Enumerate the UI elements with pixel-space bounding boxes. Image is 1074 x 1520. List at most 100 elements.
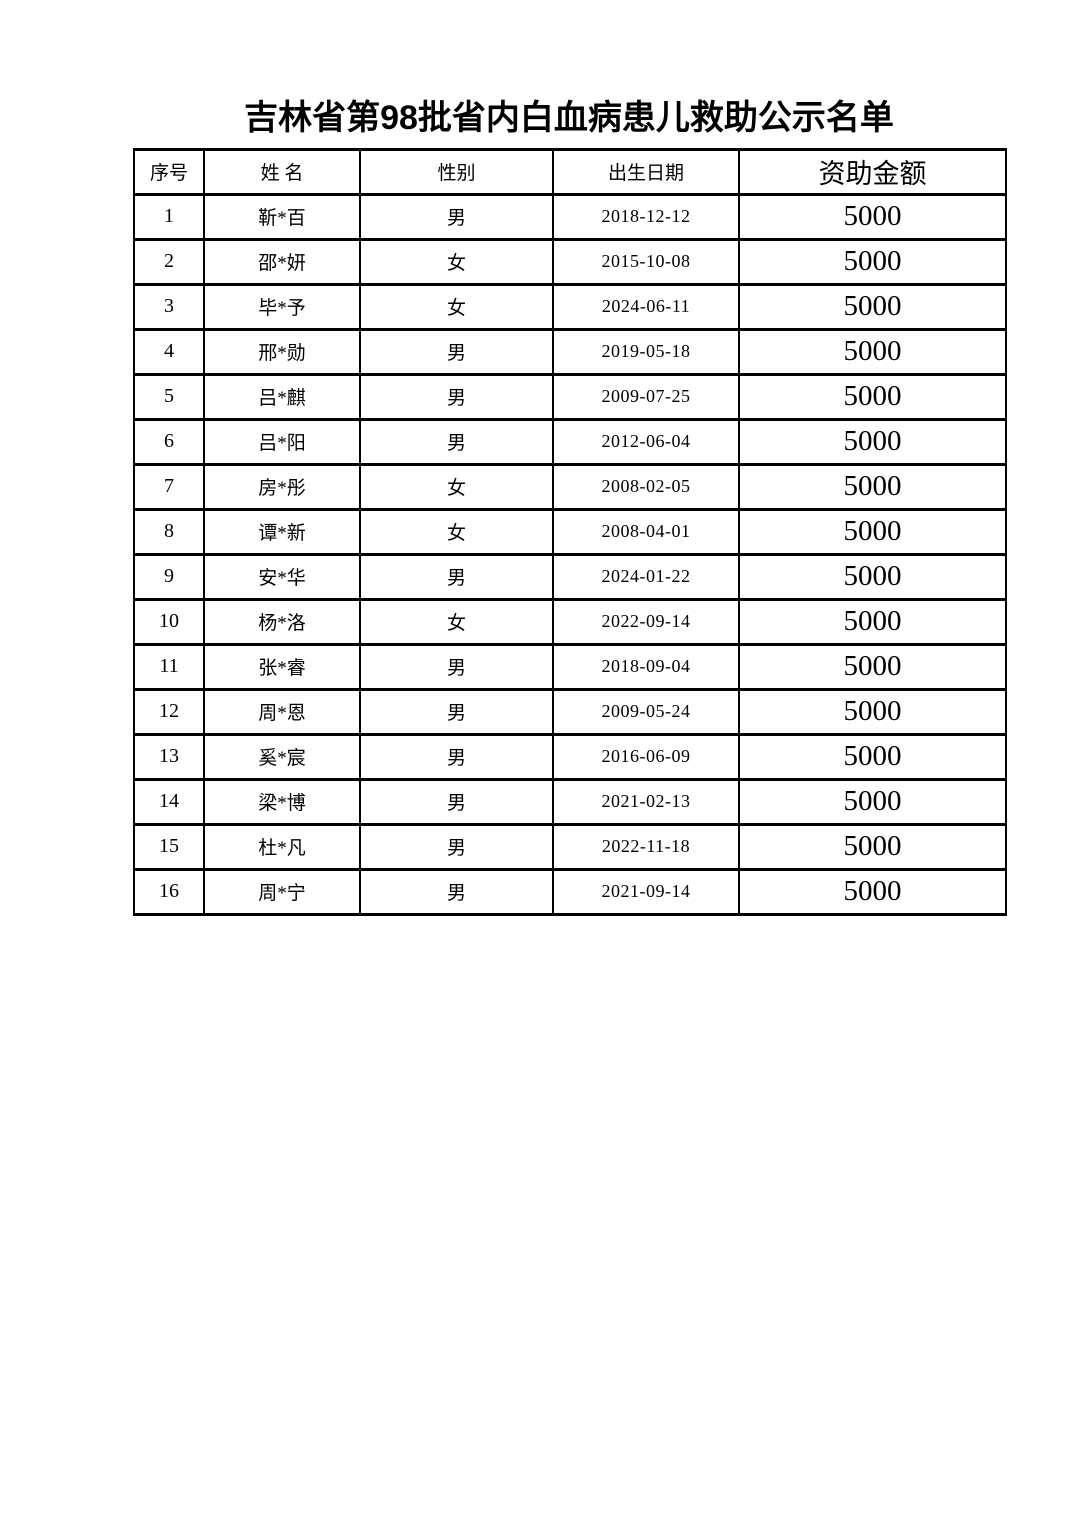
serial-number-cell: 11	[133, 642, 205, 691]
gender-cell: 男	[359, 777, 554, 826]
serial-number-cell: 1	[133, 192, 205, 241]
name-cell: 邵*妍	[203, 237, 361, 286]
name-cell: 邢*勋	[203, 327, 361, 376]
birthdate-cell: 2018-12-12	[552, 192, 740, 241]
amount-cell: 5000	[738, 282, 1007, 331]
serial-number-cell: 4	[133, 327, 205, 376]
table-row: 14 梁*博 男 2021-02-13 5000	[133, 777, 1007, 826]
serial-number-cell: 5	[133, 372, 205, 421]
birthdate-cell: 2021-02-13	[552, 777, 740, 826]
birthdate-cell: 2008-04-01	[552, 507, 740, 556]
table-header: 序号 姓 名 性别 出生日期 资助金额	[133, 147, 1007, 196]
birthdate-cell: 2021-09-14	[552, 867, 740, 916]
amount-cell: 5000	[738, 417, 1007, 466]
table-row: 8 谭*新 女 2008-04-01 5000	[133, 507, 1007, 556]
serial-number-cell: 8	[133, 507, 205, 556]
table-row: 16 周*宁 男 2021-09-14 5000	[133, 867, 1007, 916]
name-cell: 杜*凡	[203, 822, 361, 871]
birthdate-cell: 2009-07-25	[552, 372, 740, 421]
amount-cell: 5000	[738, 732, 1007, 781]
birthdate-cell: 2022-09-14	[552, 597, 740, 646]
name-cell: 安*华	[203, 552, 361, 601]
amount-cell: 5000	[738, 552, 1007, 601]
birthdate-cell: 2012-06-04	[552, 417, 740, 466]
amount-cell: 5000	[738, 372, 1007, 421]
gender-cell: 男	[359, 732, 554, 781]
header-gender: 性别	[359, 147, 554, 196]
name-cell: 杨*洛	[203, 597, 361, 646]
header-serial-number: 序号	[133, 147, 205, 196]
serial-number-cell: 14	[133, 777, 205, 826]
serial-number-cell: 2	[133, 237, 205, 286]
table-row: 12 周*恩 男 2009-05-24 5000	[133, 687, 1007, 736]
name-cell: 谭*新	[203, 507, 361, 556]
serial-number-cell: 7	[133, 462, 205, 511]
gender-cell: 男	[359, 552, 554, 601]
amount-cell: 5000	[738, 642, 1007, 691]
amount-cell: 5000	[738, 687, 1007, 736]
birthdate-cell: 2024-06-11	[552, 282, 740, 331]
serial-number-cell: 9	[133, 552, 205, 601]
amount-cell: 5000	[738, 597, 1007, 646]
amount-cell: 5000	[738, 507, 1007, 556]
gender-cell: 女	[359, 597, 554, 646]
serial-number-cell: 15	[133, 822, 205, 871]
gender-cell: 女	[359, 507, 554, 556]
serial-number-cell: 3	[133, 282, 205, 331]
name-cell: 房*彤	[203, 462, 361, 511]
table-row: 13 奚*宸 男 2016-06-09 5000	[133, 732, 1007, 781]
name-cell: 吕*麒	[203, 372, 361, 421]
birthdate-cell: 2022-11-18	[552, 822, 740, 871]
serial-number-cell: 6	[133, 417, 205, 466]
gender-cell: 男	[359, 327, 554, 376]
amount-cell: 5000	[738, 192, 1007, 241]
gender-cell: 女	[359, 462, 554, 511]
name-cell: 毕*予	[203, 282, 361, 331]
document-content: 吉林省第98批省内白血病患儿救助公示名单 序号 姓 名 性别 出生日期 资助金额	[133, 0, 1007, 916]
birthdate-cell: 2016-06-09	[552, 732, 740, 781]
header-birthdate: 出生日期	[552, 147, 740, 196]
gender-cell: 女	[359, 282, 554, 331]
name-cell: 梁*博	[203, 777, 361, 826]
amount-cell: 5000	[738, 462, 1007, 511]
table-row: 3 毕*予 女 2024-06-11 5000	[133, 282, 1007, 331]
birthdate-cell: 2009-05-24	[552, 687, 740, 736]
birthdate-cell: 2024-01-22	[552, 552, 740, 601]
table-row: 11 张*睿 男 2018-09-04 5000	[133, 642, 1007, 691]
gender-cell: 男	[359, 417, 554, 466]
serial-number-cell: 12	[133, 687, 205, 736]
table-row: 10 杨*洛 女 2022-09-14 5000	[133, 597, 1007, 646]
name-cell: 奚*宸	[203, 732, 361, 781]
gender-cell: 男	[359, 642, 554, 691]
table-body: 1 靳*百 男 2018-12-12 5000 2 邵*妍 女 2015-10-…	[133, 192, 1007, 916]
gender-cell: 男	[359, 867, 554, 916]
gender-cell: 男	[359, 192, 554, 241]
gender-cell: 女	[359, 237, 554, 286]
page-title: 吉林省第98批省内白血病患儿救助公示名单	[244, 99, 894, 137]
gender-cell: 男	[359, 687, 554, 736]
table-row: 1 靳*百 男 2018-12-12 5000	[133, 192, 1007, 241]
table-row: 2 邵*妍 女 2015-10-08 5000	[133, 237, 1007, 286]
assistance-roster-table: 序号 姓 名 性别 出生日期 资助金额 1 靳*百 男 2018-12-12 5…	[133, 147, 1007, 916]
amount-cell: 5000	[738, 822, 1007, 871]
serial-number-cell: 10	[133, 597, 205, 646]
table-row: 9 安*华 男 2024-01-22 5000	[133, 552, 1007, 601]
gender-cell: 男	[359, 822, 554, 871]
serial-number-cell: 13	[133, 732, 205, 781]
name-cell: 吕*阳	[203, 417, 361, 466]
name-cell: 周*宁	[203, 867, 361, 916]
table-row: 7 房*彤 女 2008-02-05 5000	[133, 462, 1007, 511]
header-name: 姓 名	[203, 147, 361, 196]
birthdate-cell: 2008-02-05	[552, 462, 740, 511]
birthdate-cell: 2018-09-04	[552, 642, 740, 691]
table-row: 5 吕*麒 男 2009-07-25 5000	[133, 372, 1007, 421]
amount-cell: 5000	[738, 777, 1007, 826]
amount-cell: 5000	[738, 237, 1007, 286]
header-row: 序号 姓 名 性别 出生日期 资助金额	[133, 147, 1007, 196]
amount-cell: 5000	[738, 867, 1007, 916]
gender-cell: 男	[359, 372, 554, 421]
table-row: 6 吕*阳 男 2012-06-04 5000	[133, 417, 1007, 466]
header-amount: 资助金额	[738, 147, 1007, 196]
birthdate-cell: 2015-10-08	[552, 237, 740, 286]
